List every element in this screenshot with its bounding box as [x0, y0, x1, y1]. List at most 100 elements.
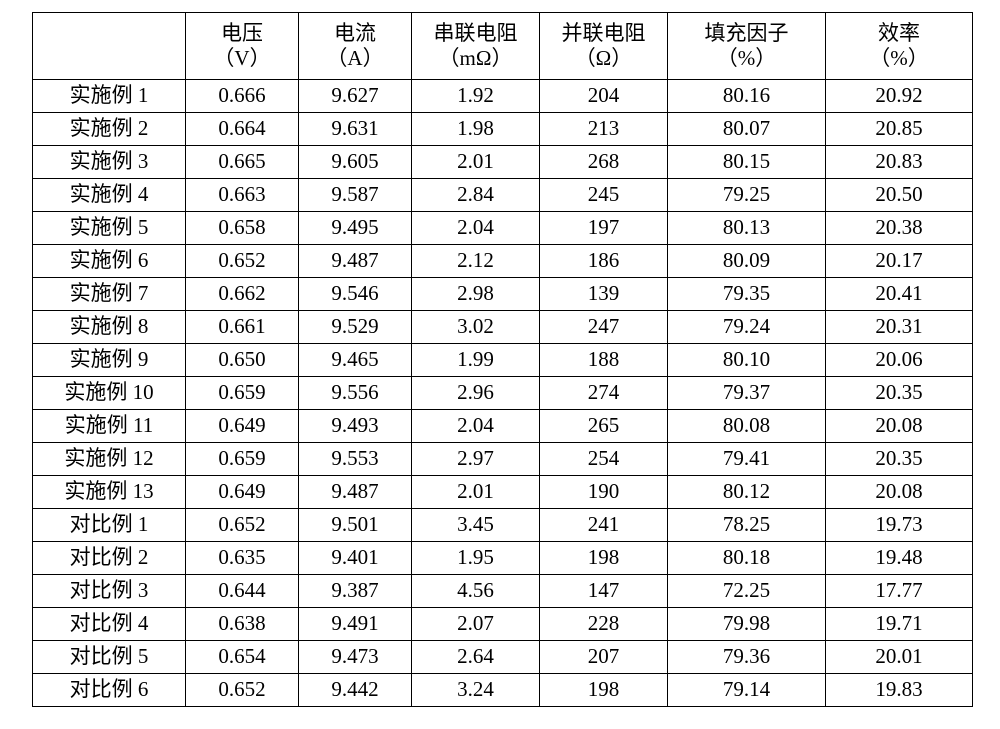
cell-current: 9.546 [299, 278, 412, 311]
cell-fill-factor: 79.24 [668, 311, 826, 344]
cell-current: 9.627 [299, 80, 412, 113]
row-name: 实施例 6 [33, 245, 186, 278]
cell-current: 9.556 [299, 377, 412, 410]
header-voltage: 电压 （V） [186, 13, 299, 80]
cell-voltage: 0.649 [186, 476, 299, 509]
cell-series-resistance: 3.24 [412, 674, 540, 707]
cell-parallel-resistance: 204 [540, 80, 668, 113]
header-fill-factor: 填充因子 （%） [668, 13, 826, 80]
cell-current: 9.587 [299, 179, 412, 212]
row-name: 实施例 9 [33, 344, 186, 377]
cell-voltage: 0.659 [186, 443, 299, 476]
cell-efficiency: 19.71 [826, 608, 973, 641]
cell-parallel-resistance: 213 [540, 113, 668, 146]
cell-efficiency: 20.35 [826, 443, 973, 476]
cell-parallel-resistance: 241 [540, 509, 668, 542]
cell-efficiency: 20.85 [826, 113, 973, 146]
cell-current: 9.473 [299, 641, 412, 674]
table-row: 实施例 10.6669.6271.9220480.1620.92 [33, 80, 973, 113]
cell-fill-factor: 80.15 [668, 146, 826, 179]
cell-voltage: 0.635 [186, 542, 299, 575]
cell-series-resistance: 2.12 [412, 245, 540, 278]
table-row: 实施例 120.6599.5532.9725479.4120.35 [33, 443, 973, 476]
cell-current: 9.553 [299, 443, 412, 476]
cell-voltage: 0.664 [186, 113, 299, 146]
cell-voltage: 0.638 [186, 608, 299, 641]
row-name: 实施例 10 [33, 377, 186, 410]
row-name: 实施例 13 [33, 476, 186, 509]
cell-efficiency: 20.38 [826, 212, 973, 245]
row-name: 对比例 3 [33, 575, 186, 608]
cell-efficiency: 17.77 [826, 575, 973, 608]
row-name: 实施例 5 [33, 212, 186, 245]
cell-series-resistance: 1.98 [412, 113, 540, 146]
cell-fill-factor: 79.36 [668, 641, 826, 674]
row-name: 实施例 12 [33, 443, 186, 476]
cell-voltage: 0.663 [186, 179, 299, 212]
header-current-label: 电流 [299, 21, 411, 46]
cell-efficiency: 20.08 [826, 410, 973, 443]
row-name: 实施例 1 [33, 80, 186, 113]
cell-voltage: 0.644 [186, 575, 299, 608]
cell-voltage: 0.658 [186, 212, 299, 245]
cell-voltage: 0.649 [186, 410, 299, 443]
header-blank [33, 13, 186, 80]
header-parallel-resistance: 并联电阻 （Ω） [540, 13, 668, 80]
cell-voltage: 0.666 [186, 80, 299, 113]
cell-fill-factor: 80.13 [668, 212, 826, 245]
cell-series-resistance: 1.95 [412, 542, 540, 575]
cell-efficiency: 20.01 [826, 641, 973, 674]
cell-efficiency: 20.08 [826, 476, 973, 509]
row-name: 对比例 6 [33, 674, 186, 707]
cell-parallel-resistance: 198 [540, 674, 668, 707]
table-row: 实施例 100.6599.5562.9627479.3720.35 [33, 377, 973, 410]
cell-fill-factor: 80.16 [668, 80, 826, 113]
table-row: 对比例 10.6529.5013.4524178.2519.73 [33, 509, 973, 542]
cell-parallel-resistance: 198 [540, 542, 668, 575]
table-row: 对比例 40.6389.4912.0722879.9819.71 [33, 608, 973, 641]
table-row: 对比例 30.6449.3874.5614772.2517.77 [33, 575, 973, 608]
cell-series-resistance: 1.99 [412, 344, 540, 377]
cell-efficiency: 20.06 [826, 344, 973, 377]
cell-efficiency: 20.41 [826, 278, 973, 311]
cell-current: 9.495 [299, 212, 412, 245]
cell-fill-factor: 79.35 [668, 278, 826, 311]
table-row: 实施例 30.6659.6052.0126880.1520.83 [33, 146, 973, 179]
row-name: 实施例 3 [33, 146, 186, 179]
cell-parallel-resistance: 147 [540, 575, 668, 608]
cell-parallel-resistance: 268 [540, 146, 668, 179]
header-current-unit: （A） [299, 46, 411, 71]
data-table: 电压 （V） 电流 （A） 串联电阻 （mΩ） 并联电阻 （Ω） 填充因子 （%… [32, 12, 973, 707]
cell-fill-factor: 78.25 [668, 509, 826, 542]
cell-voltage: 0.652 [186, 245, 299, 278]
table-header: 电压 （V） 电流 （A） 串联电阻 （mΩ） 并联电阻 （Ω） 填充因子 （%… [33, 13, 973, 80]
header-row: 电压 （V） 电流 （A） 串联电阻 （mΩ） 并联电阻 （Ω） 填充因子 （%… [33, 13, 973, 80]
cell-parallel-resistance: 228 [540, 608, 668, 641]
header-parallel-resistance-label: 并联电阻 [540, 21, 667, 46]
cell-parallel-resistance: 265 [540, 410, 668, 443]
cell-series-resistance: 2.04 [412, 410, 540, 443]
cell-series-resistance: 2.96 [412, 377, 540, 410]
header-efficiency-label: 效率 [826, 21, 972, 46]
cell-current: 9.491 [299, 608, 412, 641]
cell-current: 9.605 [299, 146, 412, 179]
cell-fill-factor: 80.12 [668, 476, 826, 509]
cell-parallel-resistance: 245 [540, 179, 668, 212]
cell-current: 9.487 [299, 476, 412, 509]
cell-current: 9.493 [299, 410, 412, 443]
cell-efficiency: 20.83 [826, 146, 973, 179]
table-body: 实施例 10.6669.6271.9220480.1620.92实施例 20.6… [33, 80, 973, 707]
cell-efficiency: 20.31 [826, 311, 973, 344]
cell-series-resistance: 3.45 [412, 509, 540, 542]
table-row: 实施例 130.6499.4872.0119080.1220.08 [33, 476, 973, 509]
cell-efficiency: 20.50 [826, 179, 973, 212]
table-row: 对比例 60.6529.4423.2419879.1419.83 [33, 674, 973, 707]
page-container: { "table": { "columns": [ { "label": "",… [0, 0, 1000, 729]
cell-voltage: 0.659 [186, 377, 299, 410]
table-row: 实施例 60.6529.4872.1218680.0920.17 [33, 245, 973, 278]
header-parallel-resistance-unit: （Ω） [540, 46, 667, 71]
table-row: 对比例 50.6549.4732.6420779.3620.01 [33, 641, 973, 674]
header-fill-factor-label: 填充因子 [668, 21, 825, 46]
header-efficiency-unit: （%） [826, 46, 972, 71]
cell-parallel-resistance: 207 [540, 641, 668, 674]
